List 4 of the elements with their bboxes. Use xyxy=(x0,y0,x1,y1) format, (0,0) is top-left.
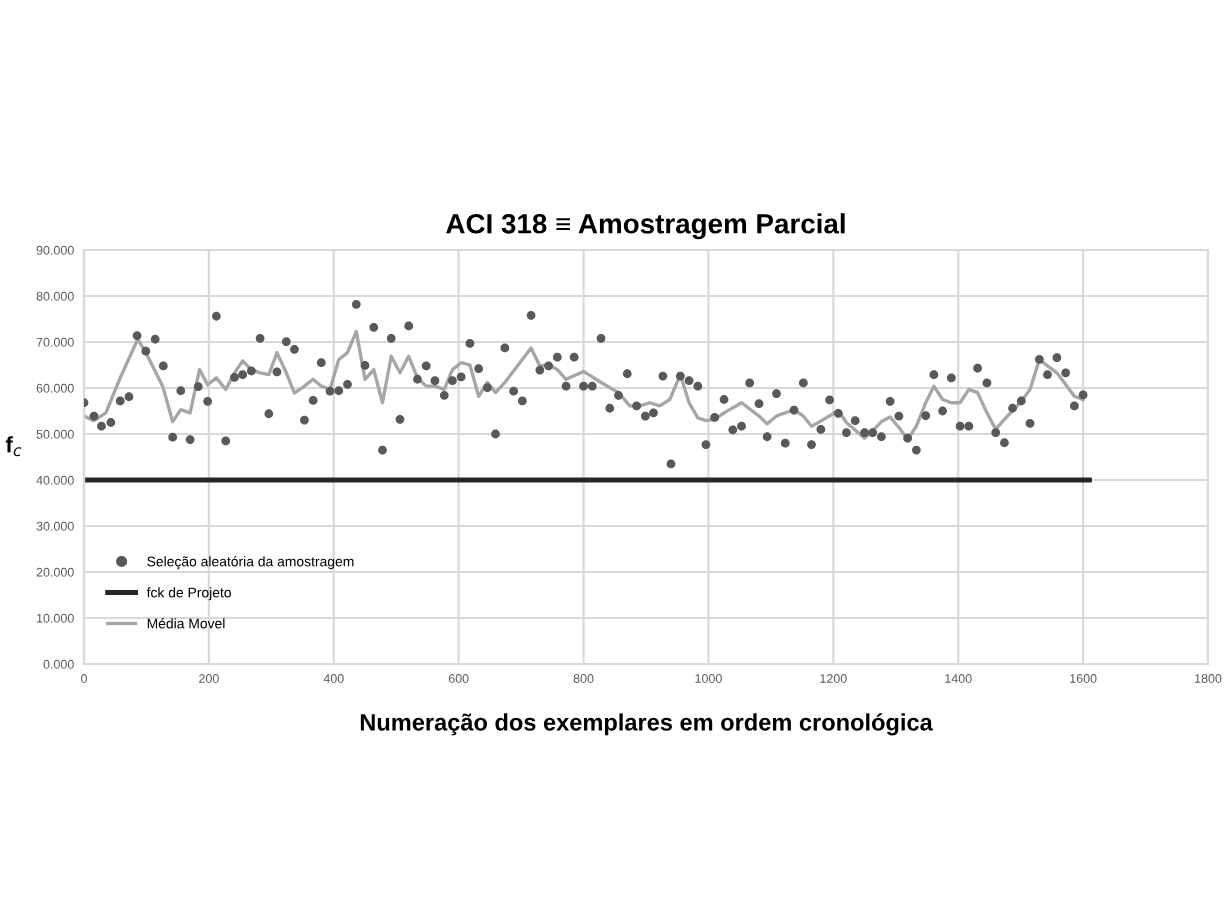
y-axis-title: f$_{c}$ xyxy=(5,436,22,457)
x-axis-title: Numeração dos exemplares em ordem cronológica xyxy=(360,713,933,736)
line-series xyxy=(84,329,1085,442)
chart-title: ACI 318 ≡ Amostragem Parcial xyxy=(446,213,845,240)
